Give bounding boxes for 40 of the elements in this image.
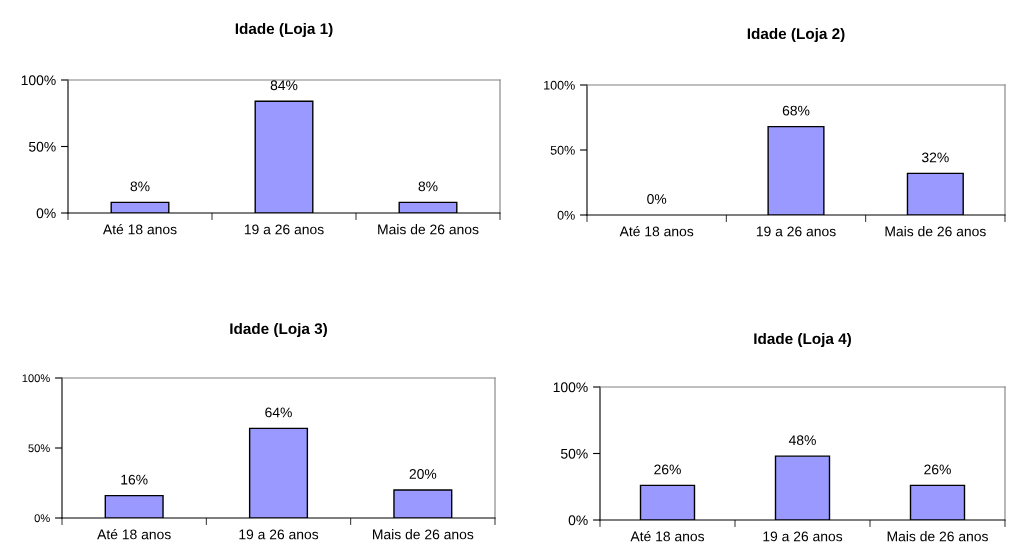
x-tick-label: Até 18 anos [630, 530, 705, 542]
x-tick-label: Mais de 26 anos [378, 224, 479, 235]
chart-title: Idade (Loja 4) [754, 332, 851, 348]
x-tick-label: 19 a 26 anos [756, 226, 836, 237]
data-label: 84% [270, 80, 298, 91]
x-tick-label: 19 a 26 anos [239, 529, 319, 540]
y-tick-label: 0% [557, 210, 575, 220]
x-tick-label: Até 18 anos [102, 223, 177, 235]
x-tick-label: Até 18 anos [97, 528, 171, 540]
data-label: 8% [418, 181, 438, 192]
data-label: 20% [409, 469, 437, 479]
data-label: 0% [647, 194, 667, 204]
x-tick-label: Mais de 26 anos [885, 226, 986, 237]
y-tick-label: 50% [28, 141, 56, 152]
chart-title: Idade (Loja 3) [230, 322, 327, 338]
y-tick-label: 100% [544, 80, 575, 90]
y-tick-label: 100% [553, 382, 588, 393]
data-label: 32% [921, 152, 949, 163]
data-label: 26% [654, 464, 681, 475]
x-tick-label: 19 a 26 anos [763, 531, 843, 542]
y-tick-label: 50% [560, 448, 588, 459]
x-tick-label: Até 18 anos [619, 225, 694, 237]
y-tick-label: 50% [550, 145, 575, 155]
chart-title: Idade (Loja 2) [747, 27, 845, 43]
y-tick-label: 100% [22, 374, 50, 383]
y-tick-label: 0% [36, 208, 56, 219]
y-tick-label: 100% [21, 75, 56, 86]
x-tick-label: Mais de 26 anos [887, 531, 988, 542]
data-label: 8% [130, 181, 150, 192]
data-label: 64% [265, 407, 292, 418]
data-label: 26% [924, 464, 951, 475]
data-label: 48% [788, 435, 816, 446]
y-tick-label: 0% [34, 514, 50, 523]
data-label: 68% [782, 105, 810, 116]
y-tick-label: 50% [28, 444, 50, 453]
x-tick-label: 19 a 26 anos [244, 224, 324, 235]
y-tick-label: 0% [568, 515, 588, 526]
chart-title: Idade (Loja 1) [235, 22, 333, 38]
x-tick-label: Mais de 26 anos [373, 529, 474, 540]
data-label: 16% [121, 474, 148, 485]
